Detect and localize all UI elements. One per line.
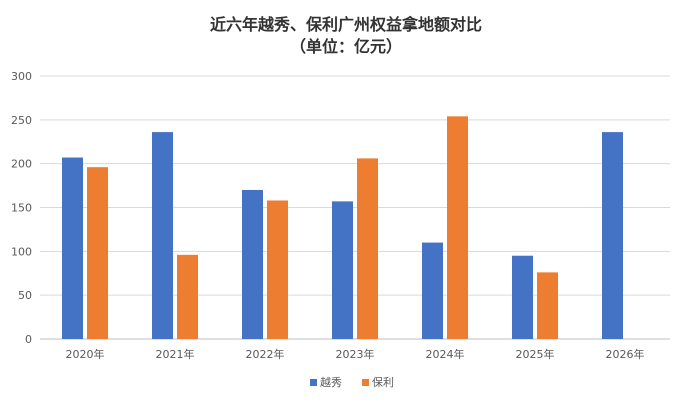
x-tick-label: 2023年 bbox=[336, 347, 375, 361]
bar-yuexiu-1 bbox=[152, 132, 173, 339]
bar-poly-0 bbox=[87, 167, 108, 339]
x-tick-label: 2020年 bbox=[66, 347, 105, 361]
gridlines bbox=[40, 75, 670, 340]
bar-poly-1 bbox=[177, 254, 198, 339]
legend-swatch-yuexiu bbox=[310, 379, 317, 386]
bar-yuexiu-0 bbox=[62, 157, 83, 339]
bar-yuexiu-3 bbox=[332, 201, 353, 339]
x-tick-label: 2024年 bbox=[426, 347, 465, 361]
bar-yuexiu-4 bbox=[422, 242, 443, 339]
bar-poly-5 bbox=[537, 272, 558, 339]
x-tick-label: 2026年 bbox=[606, 347, 645, 361]
legend-label-yuexiu: 越秀 bbox=[320, 375, 342, 389]
y-tick-label: 50 bbox=[18, 289, 32, 302]
y-tick-label: 200 bbox=[11, 158, 32, 171]
bar-poly-2 bbox=[267, 200, 288, 339]
y-tick-label: 0 bbox=[25, 333, 32, 346]
legend: 越秀 保利 bbox=[310, 375, 394, 389]
y-tick-label: 250 bbox=[11, 114, 32, 127]
y-tick-label: 150 bbox=[11, 202, 32, 215]
x-tick-label: 2022年 bbox=[246, 347, 285, 361]
bar-yuexiu-2 bbox=[242, 189, 263, 339]
bar-poly-4 bbox=[447, 116, 468, 340]
bar-poly-3 bbox=[357, 158, 378, 339]
x-tick-label: 2021年 bbox=[156, 347, 195, 361]
legend-label-poly: 保利 bbox=[372, 375, 394, 389]
x-axis: 2020年 2021年 2022年 2023年 2024年 2025年 2026年 bbox=[66, 347, 645, 361]
chart-title-line1: 近六年越秀、保利广州权益拿地额对比 bbox=[210, 15, 482, 34]
legend-swatch-poly bbox=[362, 379, 369, 386]
x-tick-label: 2025年 bbox=[516, 347, 555, 361]
bar-yuexiu-6 bbox=[602, 132, 623, 339]
y-axis: 0 50 100 150 200 250 300 bbox=[11, 70, 32, 346]
y-tick-label: 300 bbox=[11, 70, 32, 83]
y-tick-label: 100 bbox=[11, 245, 32, 258]
chart-title-line2: （单位：亿元） bbox=[290, 37, 402, 56]
bars bbox=[62, 116, 623, 340]
bar-yuexiu-5 bbox=[512, 255, 533, 339]
